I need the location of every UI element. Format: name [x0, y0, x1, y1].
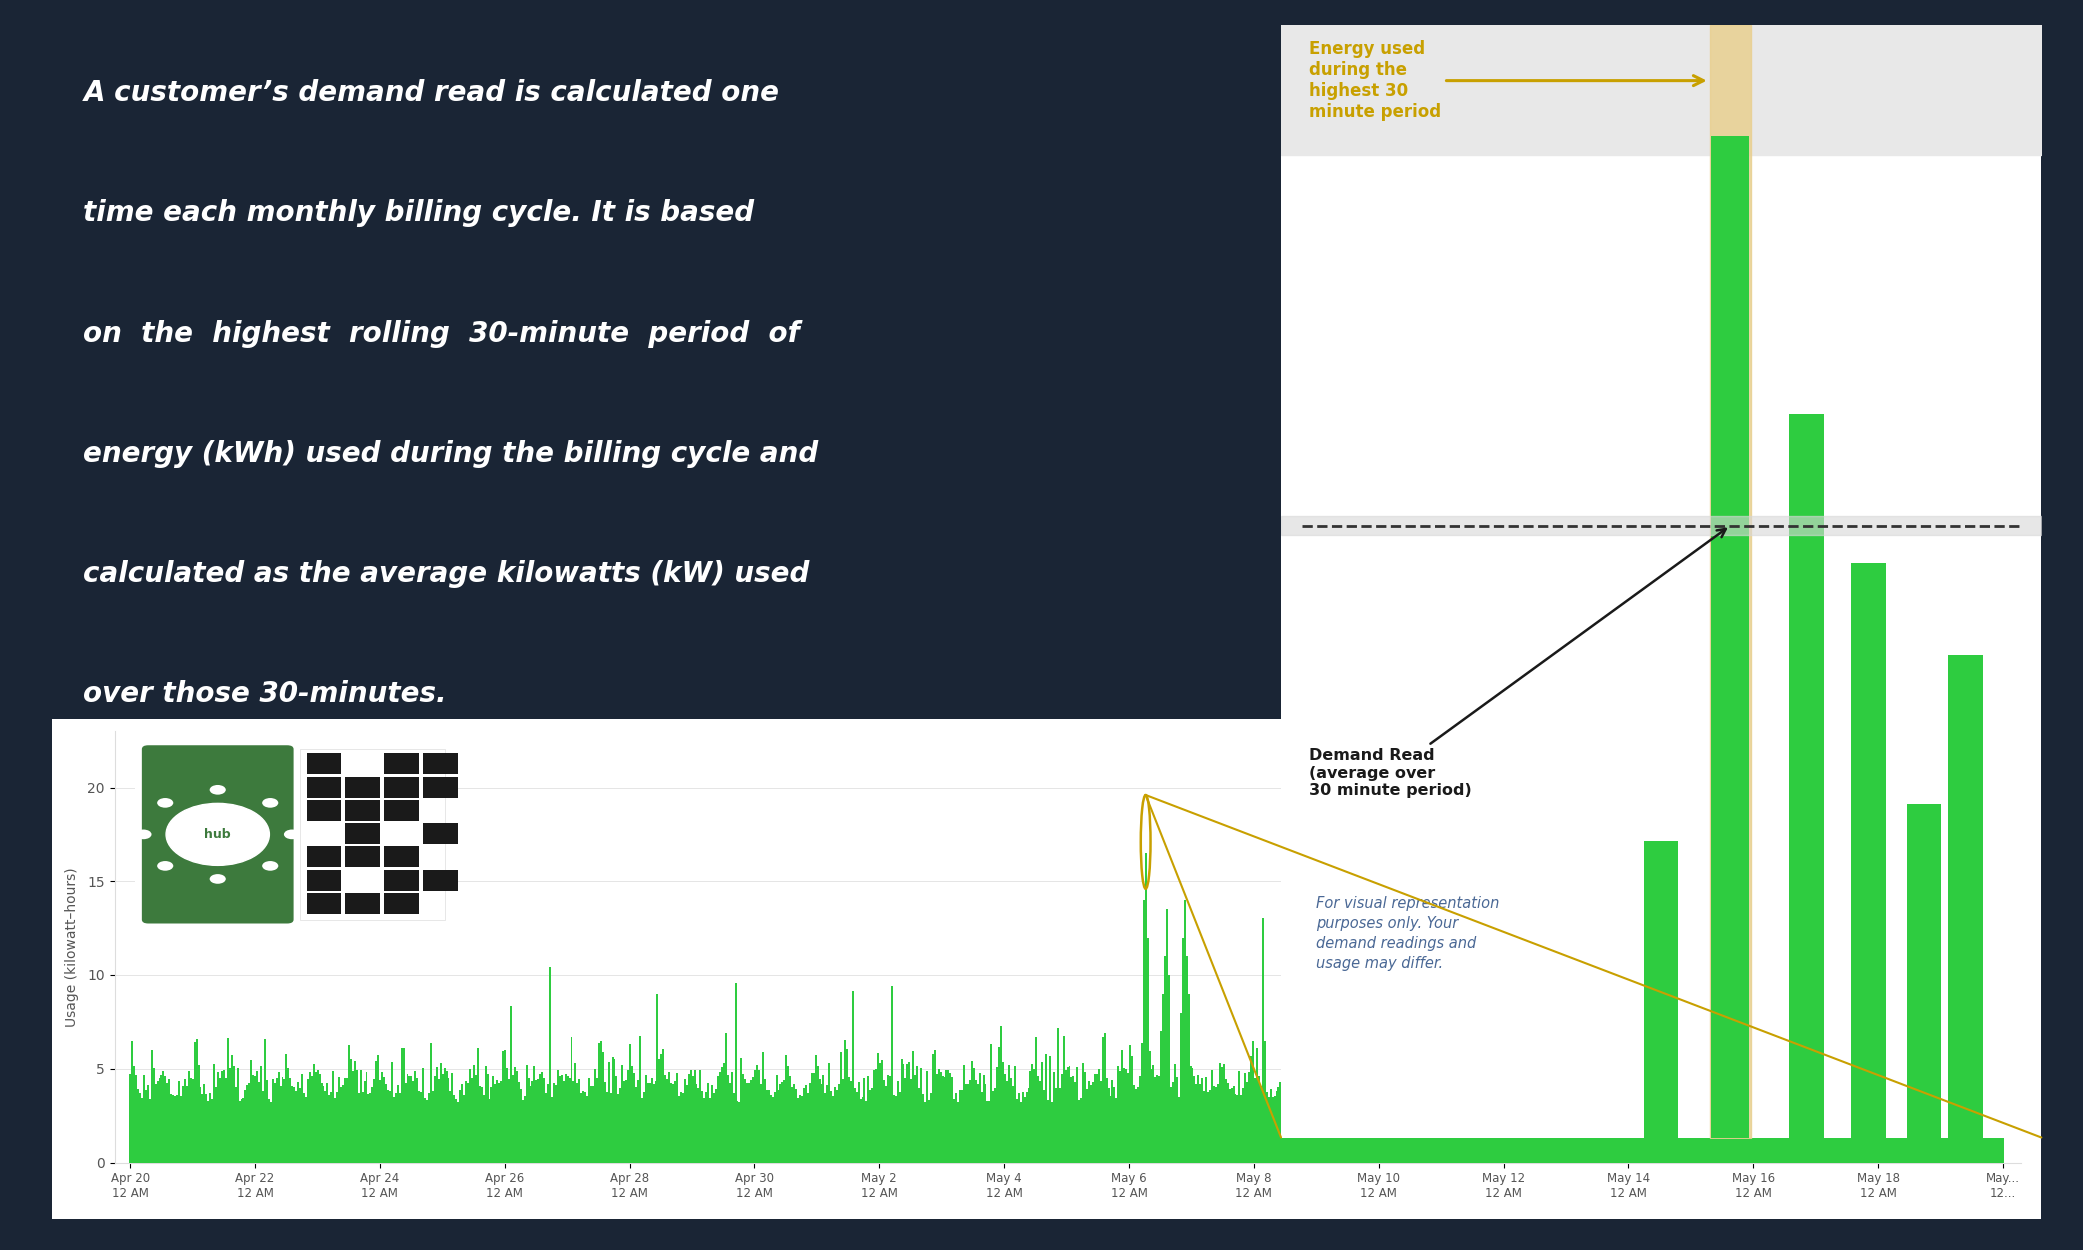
Text: Energy used
during the
highest 30
minute period: Energy used during the highest 30 minute… [1308, 40, 1704, 121]
FancyBboxPatch shape [539, 870, 573, 890]
FancyBboxPatch shape [346, 776, 379, 798]
FancyBboxPatch shape [306, 870, 342, 890]
Circle shape [283, 830, 300, 839]
Circle shape [167, 804, 269, 865]
FancyBboxPatch shape [462, 824, 496, 844]
Circle shape [156, 861, 173, 871]
FancyBboxPatch shape [423, 870, 458, 890]
FancyBboxPatch shape [383, 892, 419, 914]
FancyBboxPatch shape [539, 776, 573, 798]
FancyBboxPatch shape [383, 870, 419, 890]
Circle shape [135, 830, 152, 839]
FancyBboxPatch shape [346, 892, 379, 914]
FancyBboxPatch shape [1273, 11, 2050, 1151]
Bar [1906, 804, 1941, 1138]
FancyBboxPatch shape [539, 846, 573, 868]
FancyBboxPatch shape [500, 846, 535, 868]
FancyBboxPatch shape [306, 846, 342, 868]
FancyBboxPatch shape [539, 824, 573, 844]
Text: A customer’s demand read is calculated one: A customer’s demand read is calculated o… [83, 79, 779, 107]
FancyBboxPatch shape [500, 892, 535, 914]
FancyBboxPatch shape [23, 711, 2071, 1226]
Circle shape [210, 874, 225, 884]
Circle shape [262, 798, 279, 808]
FancyBboxPatch shape [383, 776, 419, 798]
FancyBboxPatch shape [306, 776, 342, 798]
Bar [1948, 655, 1983, 1138]
Text: calculated as the average kilowatts (kW) used: calculated as the average kilowatts (kW)… [83, 560, 810, 588]
FancyBboxPatch shape [142, 745, 294, 924]
Text: time each monthly billing cycle. It is based: time each monthly billing cycle. It is b… [83, 199, 754, 228]
Text: For visual representation
purposes only. Your
demand readings and
usage may diff: For visual representation purposes only.… [1316, 896, 1500, 971]
FancyBboxPatch shape [346, 824, 379, 844]
FancyBboxPatch shape [383, 800, 419, 821]
FancyBboxPatch shape [462, 846, 496, 868]
FancyBboxPatch shape [119, 728, 475, 941]
FancyBboxPatch shape [462, 892, 496, 914]
Bar [1789, 415, 1823, 1138]
Bar [1852, 562, 1885, 1138]
FancyBboxPatch shape [121, 729, 473, 940]
FancyBboxPatch shape [123, 730, 471, 939]
Bar [1712, 136, 1750, 1138]
Text: hub: hub [204, 828, 231, 841]
Bar [1643, 841, 1679, 1138]
Circle shape [210, 785, 225, 795]
FancyBboxPatch shape [346, 800, 379, 821]
Text: on  the  highest  rolling  30-minute  period  of: on the highest rolling 30-minute period … [83, 320, 800, 348]
Circle shape [156, 798, 173, 808]
FancyBboxPatch shape [539, 892, 573, 914]
FancyBboxPatch shape [423, 824, 458, 844]
Y-axis label: Usage (kilowatt–hours): Usage (kilowatt–hours) [65, 867, 79, 1026]
Text: energy (kWh) used during the billing cycle and: energy (kWh) used during the billing cyc… [83, 440, 819, 468]
FancyBboxPatch shape [300, 749, 446, 920]
Circle shape [262, 861, 279, 871]
FancyBboxPatch shape [423, 754, 458, 774]
FancyBboxPatch shape [462, 754, 496, 774]
FancyBboxPatch shape [383, 846, 419, 868]
FancyBboxPatch shape [500, 800, 535, 821]
Text: over those 30-minutes.: over those 30-minutes. [83, 680, 448, 707]
FancyBboxPatch shape [306, 892, 342, 914]
FancyBboxPatch shape [539, 754, 573, 774]
FancyBboxPatch shape [500, 754, 535, 774]
FancyBboxPatch shape [423, 776, 458, 798]
FancyBboxPatch shape [383, 754, 419, 774]
FancyBboxPatch shape [306, 800, 342, 821]
FancyBboxPatch shape [346, 846, 379, 868]
FancyBboxPatch shape [462, 870, 496, 890]
Text: Demand Read
(average over
30 minute period): Demand Read (average over 30 minute peri… [1308, 529, 1727, 798]
FancyBboxPatch shape [306, 754, 342, 774]
FancyBboxPatch shape [500, 824, 535, 844]
